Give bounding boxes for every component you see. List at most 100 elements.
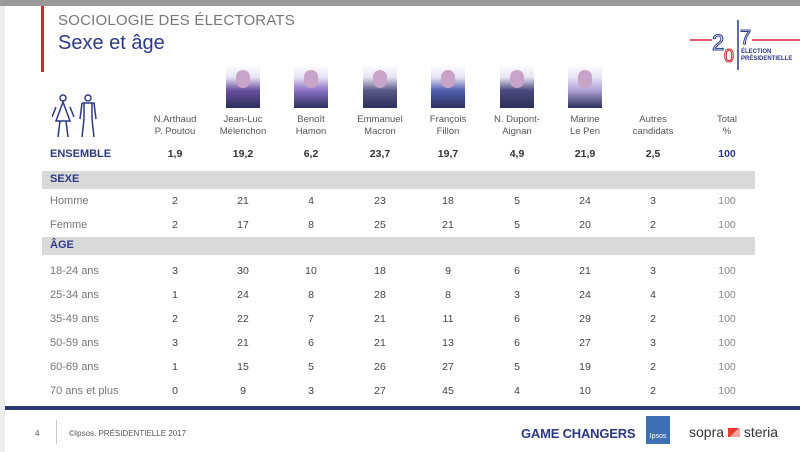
cell-value: 4: [308, 195, 314, 207]
column-header: N.Arthaud P. Poutou: [153, 114, 197, 137]
table-row: 60-69 ans 1 15 5 26 27 5 19 2 100: [0, 358, 800, 378]
cell-value: 100: [718, 289, 736, 301]
cell-value: 3: [172, 337, 178, 349]
cell-value: 21: [579, 265, 591, 277]
cell-value: 2: [172, 195, 178, 207]
cell-value: 29: [579, 313, 591, 325]
cell-value: 8: [308, 289, 314, 301]
column-header: Total%: [716, 114, 738, 137]
cell-value: 100: [718, 148, 736, 160]
section-header: ÂGE: [42, 237, 755, 255]
page-number: 4: [35, 429, 40, 438]
cell-value: 1,9: [167, 148, 183, 160]
section-header: SEXE: [42, 171, 755, 189]
cell-value: 2: [650, 219, 656, 231]
row-label: 50-59 ans: [50, 337, 99, 349]
table-row: Homme 2 21 4 23 18 5 24 3 100: [0, 192, 800, 212]
cell-value: 45: [442, 385, 454, 397]
row-label: Femme: [50, 219, 88, 231]
table-row: 35-49 ans 2 22 7 21 11 6 29 2 100: [0, 310, 800, 330]
cell-value: 7: [308, 313, 314, 325]
cell-value: 25: [374, 219, 386, 231]
ipsos-logo: Ipsos: [646, 416, 670, 444]
cell-value: 4,9: [509, 148, 525, 160]
cell-value: 24: [579, 195, 591, 207]
cell-value: 2: [650, 385, 656, 397]
cell-value: 9: [445, 265, 451, 277]
cell-value: 3: [650, 337, 656, 349]
cell-value: 2: [172, 313, 178, 325]
cell-value: 27: [579, 337, 591, 349]
cell-value: 30: [237, 265, 249, 277]
cell-value: 4: [514, 385, 520, 397]
cell-value: 6: [514, 337, 520, 349]
cell-value: 20: [579, 219, 591, 231]
supertitle: SOCIOLOGIE DES ÉLECTORATS: [58, 12, 296, 29]
cell-value: 5: [514, 195, 520, 207]
cell-value: 24: [579, 289, 591, 301]
row-label: 25-34 ans: [50, 289, 99, 301]
cell-value: 27: [374, 385, 386, 397]
cell-value: 100: [718, 313, 736, 325]
cell-value: 21,9: [574, 148, 596, 160]
cell-value: 0: [172, 385, 178, 397]
cell-value: 5: [514, 219, 520, 231]
column-header: Jean-Luc Mélenchon: [219, 114, 267, 137]
cell-value: 6,2: [303, 148, 319, 160]
candidate-photo: [568, 64, 602, 108]
column-header: Emmanuel Macron: [357, 114, 403, 137]
cell-value: 26: [374, 361, 386, 373]
footer-divider: [5, 406, 800, 410]
sopra-steria-logo: sopra steria: [689, 424, 779, 440]
table-row: 25-34 ans 1 24 8 28 8 3 24 4 100: [0, 286, 800, 306]
cell-value: 3: [514, 289, 520, 301]
cell-value: 1: [172, 361, 178, 373]
cell-value: 2,5: [645, 148, 661, 160]
column-header: Benoît Hamon: [295, 114, 327, 137]
gender-icon: [52, 94, 97, 138]
copyright: ©Ipsos. PRÉSIDENTIELLE 2017: [69, 429, 187, 438]
column-header: François Fillon: [429, 114, 467, 137]
candidate-photo: [431, 64, 465, 108]
cell-value: 24: [237, 289, 249, 301]
cell-value: 8: [308, 219, 314, 231]
cell-value: 18: [442, 195, 454, 207]
cell-value: 3: [172, 265, 178, 277]
svg-text:0: 0: [724, 46, 734, 66]
cell-value: 6: [308, 337, 314, 349]
row-label: 70 ans et plus: [50, 385, 119, 397]
cell-value: 9: [240, 385, 246, 397]
cell-value: 5: [308, 361, 314, 373]
candidate-photo: [363, 64, 397, 108]
cell-value: 3: [650, 265, 656, 277]
svg-text:ÉLECTION: ÉLECTION: [741, 47, 771, 55]
cell-value: 19: [579, 361, 591, 373]
cell-value: 8: [445, 289, 451, 301]
cell-value: 27: [442, 361, 454, 373]
candidate-photo: [500, 64, 534, 108]
footer-separator: [56, 420, 57, 444]
cell-value: 100: [718, 385, 736, 397]
cell-value: 100: [718, 361, 736, 373]
cell-value: 17: [237, 219, 249, 231]
column-header: Autres candidats: [632, 114, 674, 137]
cell-value: 3: [308, 385, 314, 397]
row-label: 35-49 ans: [50, 313, 99, 325]
cell-value: 1: [172, 289, 178, 301]
cell-value: 2: [650, 361, 656, 373]
cell-value: 21: [442, 219, 454, 231]
cell-value: 21: [237, 195, 249, 207]
page-title: Sexe et âge: [58, 32, 165, 54]
row-label: 60-69 ans: [50, 361, 99, 373]
cell-value: 22: [237, 313, 249, 325]
title-accent: [41, 6, 44, 72]
cell-value: 19,7: [437, 148, 459, 160]
svg-text:2: 2: [712, 30, 724, 55]
row-label: Homme: [50, 195, 89, 207]
cell-value: 5: [514, 361, 520, 373]
cell-value: 4: [650, 289, 656, 301]
column-header: Marine Le Pen: [569, 114, 601, 137]
cell-value: 10: [305, 265, 317, 277]
cell-value: 15: [237, 361, 249, 373]
table-row: 50-59 ans 3 21 6 21 13 6 27 3 100: [0, 334, 800, 354]
